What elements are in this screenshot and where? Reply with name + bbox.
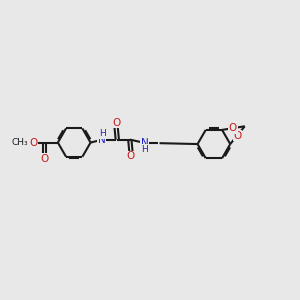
Text: N: N [98, 135, 106, 145]
Text: O: O [40, 154, 49, 164]
Text: O: O [233, 130, 241, 140]
Text: O: O [112, 118, 120, 128]
Text: CH₃: CH₃ [12, 138, 28, 147]
Text: O: O [229, 123, 237, 133]
Text: O: O [127, 151, 135, 161]
Text: H: H [99, 129, 106, 138]
Text: H: H [142, 145, 148, 154]
Text: N: N [141, 138, 148, 148]
Text: O: O [29, 138, 37, 148]
